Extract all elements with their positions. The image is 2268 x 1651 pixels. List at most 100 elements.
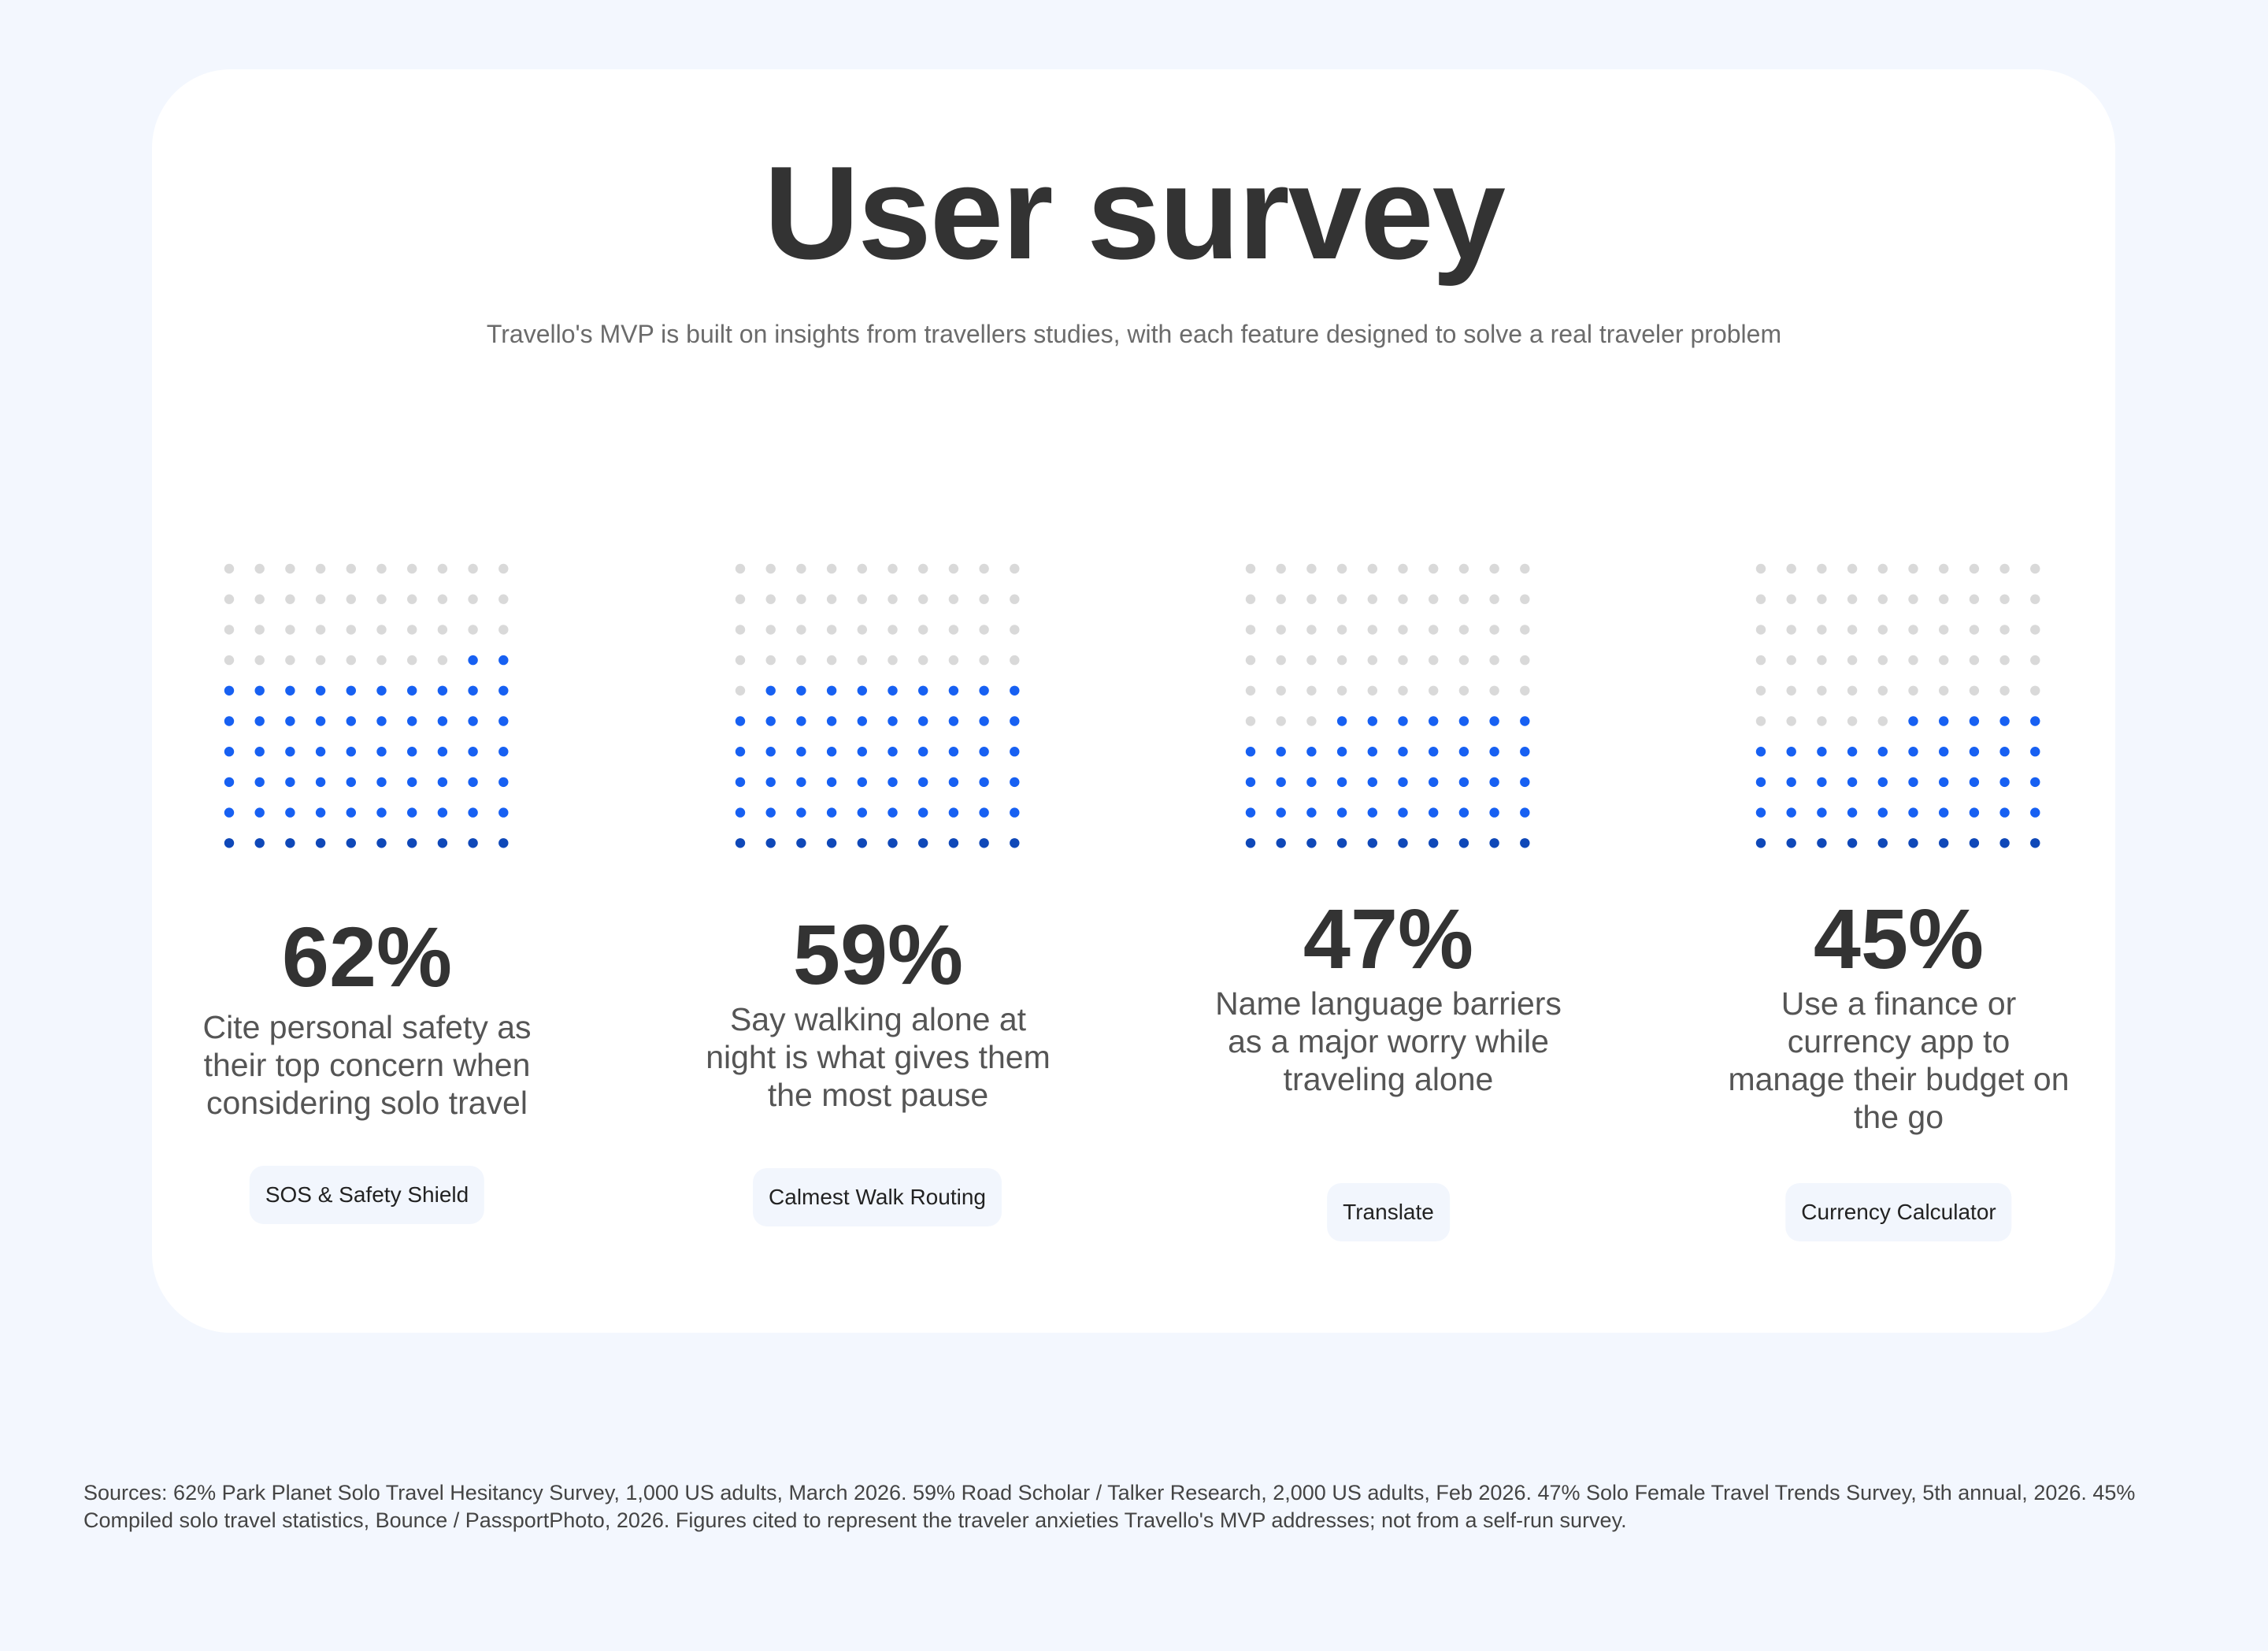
waffle-dot-empty <box>888 563 898 574</box>
feature-tag-translate[interactable]: Translate <box>1327 1183 1450 1241</box>
stat-percentage: 59% <box>792 907 964 1002</box>
waffle-dot-filled <box>376 716 387 726</box>
waffle-dot-filled <box>857 777 867 788</box>
waffle-dot-filled <box>1458 716 1469 726</box>
waffle-dot-filled <box>1847 807 1858 818</box>
waffle-dot-filled <box>1458 747 1469 757</box>
waffle-dot-empty <box>796 625 806 635</box>
waffle-dot-empty <box>735 625 746 635</box>
feature-tag-calmest-walk-routing[interactable]: Calmest Walk Routing <box>753 1168 1002 1226</box>
waffle-dot-empty <box>1817 685 1827 696</box>
waffle-dot-empty <box>1458 655 1469 666</box>
waffle-dot-empty <box>1969 625 1980 635</box>
waffle-dot-filled <box>1429 716 1439 726</box>
waffle-dot-filled <box>254 838 265 848</box>
waffle-dot-filled <box>1999 747 2010 757</box>
waffle-dot-empty <box>224 655 235 666</box>
waffle-dot-empty <box>1489 685 1499 696</box>
waffle-dot-filled <box>1999 716 2010 726</box>
waffle-dot-empty <box>765 625 776 635</box>
waffle-dot-empty <box>254 625 265 635</box>
waffle-dot-filled <box>1458 838 1469 848</box>
waffle-dot-filled <box>1245 777 1256 788</box>
waffle-dot-filled <box>765 838 776 848</box>
waffle-dot-empty <box>857 655 867 666</box>
stat-description: Use a finance or currency app to manage … <box>1728 985 2070 1135</box>
waffle-dot-empty <box>1429 594 1439 604</box>
waffle-dot-filled <box>918 838 928 848</box>
waffle-dot-filled <box>1908 777 1918 788</box>
waffle-dot-empty <box>1786 594 1796 604</box>
waffle-dot-filled <box>437 838 448 848</box>
stat-percentage: 62% <box>281 909 453 1004</box>
waffle-dot-empty <box>285 594 295 604</box>
waffle-dot-filled <box>376 838 387 848</box>
waffle-dot-filled <box>1367 747 1377 757</box>
waffle-dot-empty <box>1276 594 1286 604</box>
waffle-dot-empty <box>948 625 959 635</box>
waffle-dot-filled <box>468 747 478 757</box>
waffle-dot-filled <box>1817 777 1827 788</box>
waffle-dot-empty <box>376 594 387 604</box>
waffle-dot-filled <box>376 685 387 696</box>
waffle-dot-empty <box>468 594 478 604</box>
waffle-dot-filled <box>1489 716 1499 726</box>
waffle-dot-filled <box>1999 838 2010 848</box>
waffle-dot-filled <box>346 685 356 696</box>
waffle-dot-empty <box>407 655 417 666</box>
waffle-dot-empty <box>1245 655 1256 666</box>
waffle-dot-filled <box>979 747 989 757</box>
waffle-dot-empty <box>498 594 509 604</box>
waffle-dot-empty <box>1786 563 1796 574</box>
waffle-dot-filled <box>826 838 837 848</box>
waffle-dot-empty <box>948 655 959 666</box>
waffle-dot-empty <box>888 625 898 635</box>
waffle-dot-empty <box>1276 685 1286 696</box>
waffle-dot-empty <box>1969 685 1980 696</box>
waffle-dot-filled <box>2030 777 2040 788</box>
waffle-dot-empty <box>254 563 265 574</box>
waffle-dot-empty <box>1847 685 1858 696</box>
waffle-dot-filled <box>376 747 387 757</box>
waffle-dot-empty <box>1969 655 1980 666</box>
waffle-dot-empty <box>1367 685 1377 696</box>
waffle-dot-empty <box>1817 594 1827 604</box>
waffle-dot-filled <box>1520 807 1530 818</box>
waffle-dot-empty <box>857 625 867 635</box>
waffle-dot-filled <box>826 807 837 818</box>
feature-tag-currency-calculator[interactable]: Currency Calculator <box>1785 1183 2012 1241</box>
waffle-dot-filled <box>315 747 326 757</box>
waffle-dot-empty <box>857 594 867 604</box>
waffle-dot-empty <box>1367 563 1377 574</box>
waffle-dot-filled <box>437 716 448 726</box>
waffle-dot-empty <box>1306 594 1317 604</box>
waffle-dot-empty <box>1458 685 1469 696</box>
waffle-dot-empty <box>1847 655 1858 666</box>
waffle-dot-empty <box>468 563 478 574</box>
waffle-dot-empty <box>1877 563 1888 574</box>
waffle-dot-empty <box>1999 594 2010 604</box>
waffle-dot-empty <box>437 625 448 635</box>
waffle-dot-empty <box>735 685 746 696</box>
waffle-chart <box>1755 563 2040 848</box>
waffle-dot-empty <box>1398 625 1408 635</box>
waffle-dot-filled <box>1755 807 1766 818</box>
waffle-dot-empty <box>315 563 326 574</box>
waffle-dot-filled <box>796 747 806 757</box>
waffle-dot-filled <box>346 838 356 848</box>
waffle-dot-filled <box>2030 716 2040 726</box>
waffle-dot-filled <box>285 807 295 818</box>
waffle-dot-empty <box>1336 685 1347 696</box>
feature-tag-sos-safety-shield[interactable]: SOS & Safety Shield <box>249 1166 485 1224</box>
waffle-dot-filled <box>315 838 326 848</box>
waffle-dot-filled <box>1336 807 1347 818</box>
waffle-dot-filled <box>285 685 295 696</box>
waffle-dot-empty <box>979 655 989 666</box>
waffle-dot-filled <box>888 685 898 696</box>
waffle-dot-filled <box>407 685 417 696</box>
waffle-dot-filled <box>948 807 959 818</box>
waffle-dot-empty <box>1429 563 1439 574</box>
waffle-dot-filled <box>498 777 509 788</box>
waffle-dot-filled <box>1969 716 1980 726</box>
waffle-dot-empty <box>1489 594 1499 604</box>
